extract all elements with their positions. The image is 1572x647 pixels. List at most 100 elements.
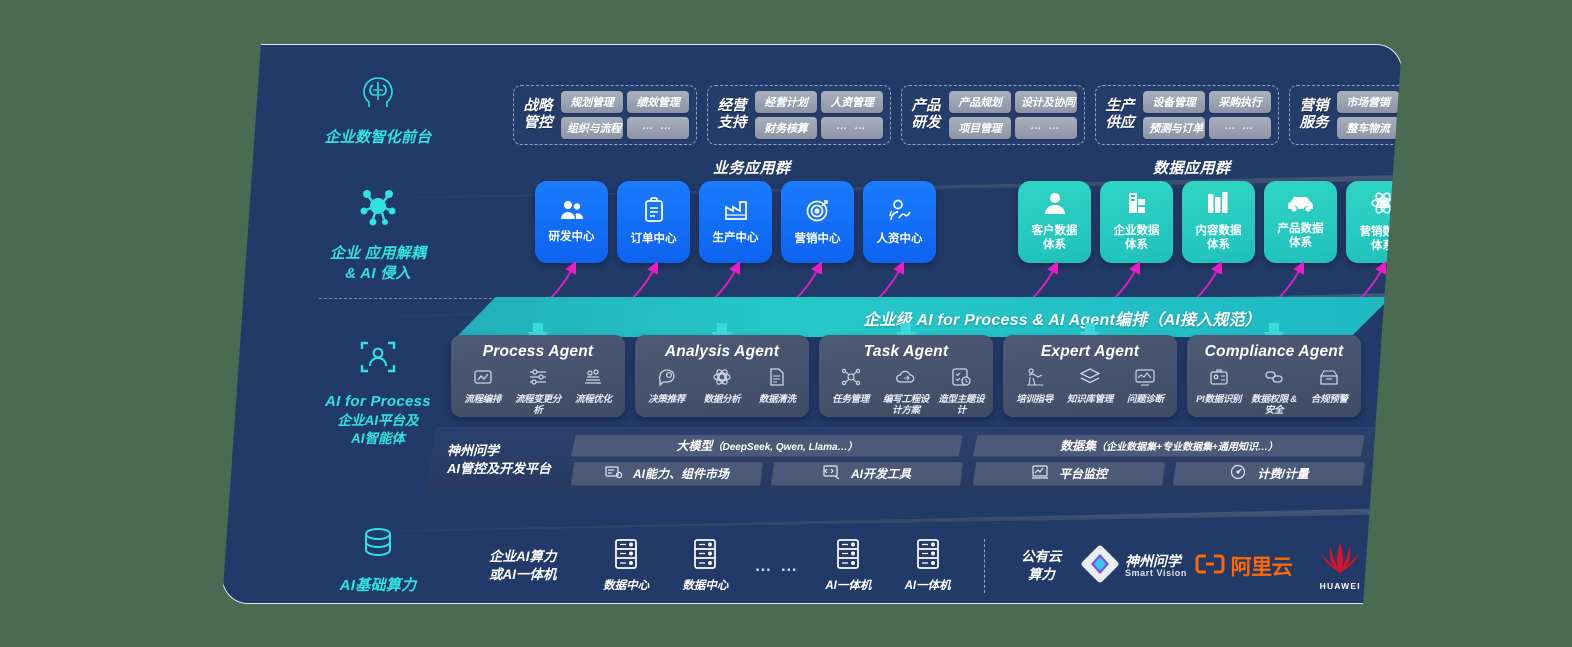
domain-group-marketing-service[interactable]: 营销 服务 市场营销 客户关系 整车物流 … …: [1289, 85, 1465, 145]
rail-ai-compute: AI基础算力: [283, 523, 473, 596]
domain-tile[interactable]: 经营计划: [755, 91, 817, 113]
domain-tile[interactable]: 设计及协同: [1015, 91, 1077, 113]
domain-group-operations[interactable]: 经营 支持 经营计划 人资管理 财务核算 … …: [707, 85, 891, 145]
platform-cell-ai-devtools[interactable]: AI开发工具: [771, 461, 963, 486]
diagnose-icon: [1119, 367, 1171, 392]
agent-card-analysis[interactable]: Analysis Agent 决策推荐: [635, 335, 809, 417]
rail-title: 企业 应用解耦: [329, 245, 427, 262]
infra-node-ai-appliance-2[interactable]: AI一体机: [888, 538, 967, 593]
agent-capability[interactable]: 流程变更分析: [512, 367, 564, 416]
doc-clean-icon: [751, 367, 803, 392]
domain-group-product-rd[interactable]: 产品 研发 产品规划 设计及协同 项目管理 … …: [901, 85, 1085, 145]
platform-cell-label: 平台监控: [1058, 467, 1107, 481]
domain-tile[interactable]: 采购执行: [1209, 91, 1271, 113]
infra-node-label: AI一体机: [825, 580, 872, 593]
domain-tile[interactable]: 市场营销: [1337, 91, 1399, 113]
domain-tile[interactable]: 组织与流程: [561, 117, 623, 139]
platform-data-column: 数据集 （企业数据集+专业数据集+通用知识…） 平台监控: [973, 434, 1365, 486]
vendor-logo-huawei[interactable]: HUAWEI: [1301, 541, 1379, 591]
domain-name: 营销 服务: [1299, 98, 1329, 131]
domain-tile-more[interactable]: … …: [1403, 117, 1465, 139]
llm-bar[interactable]: 大模型 （DeepSeek, Qwen, Llama…）: [571, 434, 963, 457]
domain-tile-more[interactable]: … …: [1209, 117, 1271, 139]
agent-capability-label: 编写工程设计方案: [882, 394, 929, 416]
agent-capability-label: 流程变更分析: [514, 394, 561, 416]
platform-cell-monitoring[interactable]: 平台监控: [973, 461, 1165, 486]
vendor-logo-aliyun[interactable]: 阿里云: [1195, 551, 1302, 581]
data-card-enterprise[interactable]: 企业数据 体系: [1100, 181, 1173, 263]
data-app-cards: 客户数据 体系 企业数据 体系 内容数据 体系: [1018, 181, 1402, 263]
agent-capability[interactable]: 编写工程设计方案: [880, 367, 932, 416]
agent-card-process[interactable]: Process Agent 流程编排: [451, 335, 625, 417]
domain-tile[interactable]: 整车物流: [1337, 117, 1399, 139]
agent-capability[interactable]: 数据清洗: [751, 367, 803, 406]
domain-tile[interactable]: 财务核算: [755, 117, 817, 139]
infrastructure-row: 企业AI算力 或AI一体机 数据中心: [459, 523, 1379, 604]
agent-capability[interactable]: 任务管理: [825, 367, 877, 416]
rail-app-decoupling: 企业 应用解耦 & AI 侵入: [283, 185, 473, 285]
domain-tile[interactable]: 规划管理: [561, 91, 623, 113]
agent-card-compliance[interactable]: Compliance Agent PI数据识别: [1187, 335, 1361, 417]
cloud-gear-icon: [880, 367, 932, 392]
domain-tile[interactable]: 项目管理: [949, 117, 1011, 139]
data-card-customer[interactable]: 客户数据 体系: [1018, 181, 1091, 263]
data-card-product[interactable]: 产品数据 体系: [1264, 181, 1337, 263]
domain-tile-more[interactable]: … …: [627, 117, 689, 139]
flow-chart-icon: [457, 367, 509, 392]
huawei-flower-icon: [1314, 543, 1366, 579]
agent-capability[interactable]: 流程优化: [567, 367, 619, 416]
infra-section-divider: [983, 539, 985, 593]
vendor-logo-smart-vision[interactable]: 神州问学 Smart Vision: [1081, 544, 1195, 588]
gears-stack-icon: [567, 367, 619, 392]
platform-models-column: 大模型 （DeepSeek, Qwen, Llama…） AI能力、组件市场: [571, 434, 963, 486]
agent-capability[interactable]: 流程编排: [457, 367, 509, 416]
agent-capability[interactable]: 决策推荐: [641, 367, 693, 406]
agent-capability[interactable]: 知识库管理: [1064, 367, 1116, 406]
domain-tile-more[interactable]: … …: [821, 117, 883, 139]
agent-capability[interactable]: PI数据识别: [1193, 367, 1245, 416]
ai-orchestration-label: 企业级 AI for Process & AI Agent编排（AI接入规范）: [863, 312, 1261, 329]
domain-tile[interactable]: 设备管理: [1143, 91, 1205, 113]
domain-tile[interactable]: 人资管理: [821, 91, 883, 113]
app-card-marketing-center[interactable]: 营销中心: [781, 181, 854, 263]
app-card-label: 订单中心: [630, 233, 677, 246]
platform-cell-ai-marketplace[interactable]: AI能力、组件市场: [571, 461, 763, 486]
app-card-production-center[interactable]: 生产中心: [699, 181, 772, 263]
ai-orchestration-bar: 企业级 AI for Process & AI Agent编排（AI接入规范）: [456, 297, 1391, 337]
agent-name: Analysis Agent: [664, 343, 780, 360]
domain-tile-more[interactable]: … …: [1015, 117, 1077, 139]
agent-capability[interactable]: 合规预警: [1303, 367, 1355, 416]
domain-group-strategy[interactable]: 战略 管控 规划管理 绩效管理 组织与流程 … …: [513, 85, 697, 145]
agent-name: Compliance Agent: [1204, 343, 1344, 360]
app-card-order-center[interactable]: 订单中心: [617, 181, 690, 263]
domain-tile[interactable]: 产品规划: [949, 91, 1011, 113]
agent-card-task[interactable]: Task Agent 任务管理: [819, 335, 993, 417]
app-card-label: 营销中心: [794, 232, 841, 245]
data-card-content[interactable]: 内容数据 体系: [1182, 181, 1255, 263]
molecule-icon: [283, 185, 473, 236]
infra-node-ai-appliance-1[interactable]: AI一体机: [809, 538, 888, 593]
domain-tile[interactable]: 绩效管理: [627, 91, 689, 113]
database-icon: [283, 523, 473, 568]
app-card-hr-center[interactable]: 人资中心: [863, 181, 936, 263]
platform-cell-billing[interactable]: 计费/计量: [1173, 461, 1365, 486]
agent-capability[interactable]: 造型主题设计: [935, 367, 987, 416]
agent-capability[interactable]: 问题诊断: [1119, 367, 1171, 406]
infra-node-datacenter-1[interactable]: 数据中心: [586, 538, 665, 593]
domain-group-production-supply[interactable]: 生产 供应 设备管理 采购执行 预测与订单 … …: [1095, 85, 1279, 145]
agent-capability[interactable]: 数据分析: [696, 367, 748, 406]
data-card-marketing[interactable]: 营销数据 体系: [1346, 181, 1402, 263]
agent-capability[interactable]: 数据权限 & 安全: [1248, 367, 1300, 416]
domain-tile[interactable]: 预测与订单: [1143, 117, 1205, 139]
app-card-rd-center[interactable]: 研发中心: [535, 181, 608, 263]
data-card-label: 企业数据 体系: [1113, 225, 1160, 251]
person-scan-icon: [283, 335, 473, 384]
infra-node-datacenter-2[interactable]: 数据中心: [666, 538, 745, 593]
infra-node-label: 数据中心: [603, 580, 650, 593]
agent-card-expert[interactable]: Expert Agent 培训指导: [1003, 335, 1177, 417]
agent-capability[interactable]: 培训指导: [1009, 367, 1061, 406]
server-rack-icon: [611, 539, 641, 574]
dataset-bar[interactable]: 数据集 （企业数据集+专业数据集+通用知识…）: [973, 434, 1365, 457]
checklist-clock-icon: [935, 367, 987, 392]
domain-tile[interactable]: 客户关系: [1403, 91, 1465, 113]
